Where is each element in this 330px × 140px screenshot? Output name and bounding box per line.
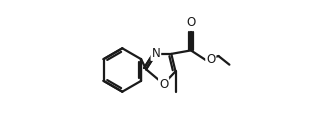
Text: O: O [186, 16, 196, 29]
Text: O: O [159, 78, 168, 91]
Text: N: N [151, 47, 160, 60]
Text: O: O [206, 53, 215, 66]
